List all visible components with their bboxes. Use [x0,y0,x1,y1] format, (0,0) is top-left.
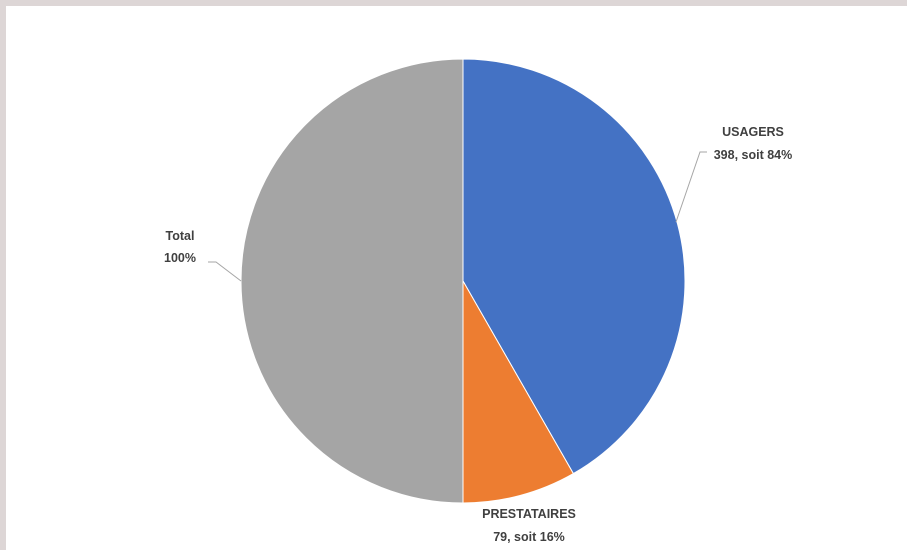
pie-slice-prestataires [462,279,575,504]
label-total-name: Total [166,229,195,243]
pie-slice-usagers [462,58,686,475]
leader-line-usagers [675,151,707,223]
label-total-value: 100% [164,251,196,265]
label-prestataires-name: PRESTATAIRES [482,507,576,521]
label-prestataires-value: 79, soit 16% [493,530,565,544]
label-usagers-name: USAGERS [722,125,784,139]
leader-line-total [208,261,242,282]
pie-slice-total [240,58,464,504]
label-usagers-value: 398, soit 84% [714,148,793,162]
